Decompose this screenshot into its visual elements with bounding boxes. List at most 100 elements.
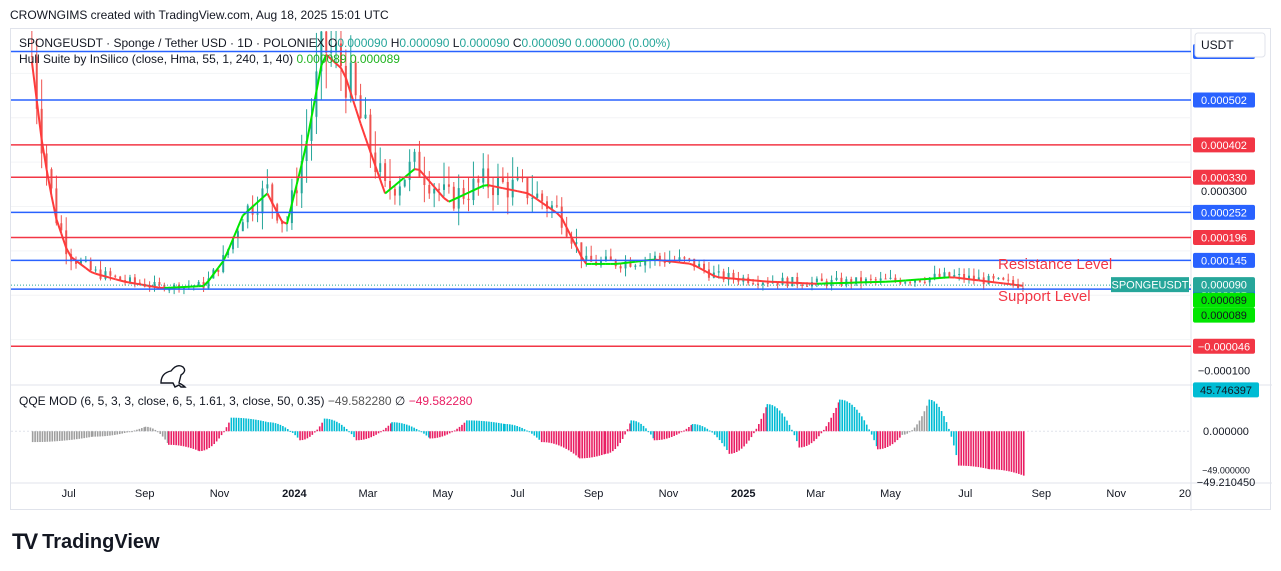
- qqe-bar: [304, 431, 306, 440]
- qqe-bar: [446, 431, 449, 435]
- qqe-bar: [1010, 431, 1013, 472]
- qqe-bar: [848, 402, 851, 432]
- qqe-bar: [635, 421, 637, 432]
- candle-body: [261, 188, 264, 214]
- qqe-bar: [991, 431, 993, 470]
- level-tag: [1193, 92, 1255, 108]
- qqe-bar: [940, 411, 943, 432]
- hull-segment: [487, 184, 494, 188]
- candle-body: [339, 43, 342, 66]
- qqe-bar: [696, 424, 699, 432]
- candle-body: [609, 256, 612, 261]
- time-axis-label: 20: [1179, 488, 1191, 500]
- candle-body: [364, 114, 367, 119]
- time-axis-label: Jul: [511, 488, 525, 500]
- candle-body: [251, 205, 254, 215]
- qqe-bar: [428, 431, 430, 438]
- hull-segment: [507, 188, 513, 192]
- qqe-bar: [731, 431, 733, 454]
- qqe-bar: [114, 431, 116, 435]
- qqe-bar: [827, 422, 830, 432]
- qqe-bar: [962, 431, 965, 466]
- hull-segment: [575, 246, 583, 258]
- qqe-bar: [846, 401, 848, 432]
- qqe-bar: [375, 431, 377, 435]
- qqe-bar: [215, 431, 218, 442]
- qqe-bar: [598, 431, 601, 456]
- qqe-bar: [363, 431, 365, 440]
- qqe-bar: [793, 431, 796, 436]
- candle-body: [428, 184, 431, 194]
- hull-segment: [409, 168, 416, 174]
- hull-segment: [1003, 282, 1009, 286]
- tradingview-logo[interactable]: TV TradingView: [12, 529, 160, 554]
- hull-segment: [968, 278, 975, 281]
- qqe-bar: [63, 431, 66, 441]
- hull-segment: [114, 278, 121, 282]
- hull-segment: [90, 270, 97, 275]
- qqe-bar: [187, 431, 190, 448]
- hull-segment: [473, 187, 479, 192]
- hull-segment: [517, 190, 523, 194]
- qqe-bar: [190, 431, 192, 449]
- candle-body: [879, 278, 882, 281]
- qqe-bar: [441, 431, 444, 437]
- hull-segment: [256, 197, 264, 204]
- candle-body: [629, 261, 632, 267]
- qqe-bar: [960, 431, 962, 466]
- qqe-bar: [257, 420, 260, 432]
- qqe-bar: [461, 424, 463, 432]
- time-axis-label: Nov: [659, 488, 679, 500]
- qqe-bar: [284, 427, 287, 432]
- qqe-bar: [225, 427, 228, 432]
- candle-body: [914, 280, 917, 283]
- qqe-bar: [46, 431, 49, 442]
- qqe-bar: [728, 431, 731, 454]
- qqe-bar: [136, 429, 138, 432]
- qqe-bar: [161, 431, 164, 437]
- hull-segment: [359, 123, 367, 139]
- candle-body: [89, 260, 92, 271]
- qqe-bar: [758, 424, 760, 432]
- qqe-bar: [760, 418, 763, 432]
- qqe-bar: [372, 431, 375, 437]
- candle-body: [310, 116, 313, 141]
- qqe-bar: [786, 420, 788, 432]
- qqe-bar: [560, 431, 563, 447]
- hull-segment: [340, 67, 347, 79]
- candle-body: [114, 275, 117, 277]
- qqe-bar: [776, 408, 779, 432]
- chart-canvas[interactable]: 0.0006100.0005020.0004020.0003300.000252…: [11, 29, 1272, 511]
- candle-body: [909, 282, 912, 284]
- qqe-bar: [876, 431, 879, 450]
- qqe-bar: [624, 431, 626, 435]
- candle-body: [703, 263, 706, 270]
- qqe-bar: [451, 431, 453, 433]
- qqe-bar: [111, 431, 114, 436]
- qqe-bar: [380, 431, 382, 433]
- hull-segment: [438, 191, 445, 199]
- hull-segment: [448, 198, 455, 203]
- qqe-bar: [788, 424, 791, 432]
- qqe-bar: [706, 428, 709, 432]
- candle-body: [933, 273, 936, 278]
- symbol-tag: [1111, 277, 1189, 293]
- qqe-bar: [621, 431, 624, 439]
- qqe-bar: [870, 431, 873, 435]
- qqe-bar: [208, 431, 211, 448]
- hull-segment: [354, 108, 362, 124]
- qqe-bar: [711, 431, 713, 433]
- qqe-bar: [868, 429, 871, 432]
- level-tag: [1193, 252, 1255, 268]
- qqe-bar: [159, 431, 162, 434]
- y-axis-label: 0.000300: [1201, 186, 1247, 198]
- qqe-bar: [96, 431, 99, 437]
- qqe-bar: [299, 431, 301, 441]
- candle-body: [496, 176, 499, 196]
- qqe-bar: [837, 402, 840, 432]
- candle-body: [75, 261, 78, 264]
- qqe-bar: [475, 420, 478, 432]
- currency-button: [1194, 32, 1266, 58]
- qqe-bar: [434, 431, 436, 439]
- candle-body: [79, 260, 82, 264]
